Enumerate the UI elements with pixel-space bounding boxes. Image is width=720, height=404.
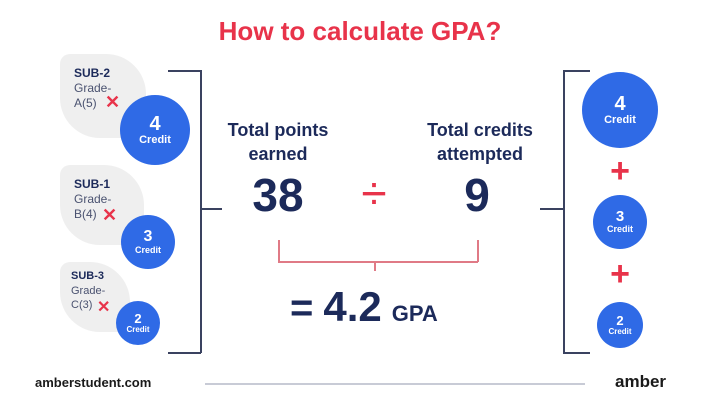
credit-value: 4 [614,92,626,115]
credit-circle: 2 Credit [597,302,643,348]
right-bracket [563,70,565,353]
multiply-icon: ✕ [102,205,118,225]
divide-icon: ÷ [361,167,387,219]
bracket-tick [540,208,564,210]
grade-value: A(5) [74,96,97,110]
subject-card-sub1: SUB-1 Grade- B(4) [60,165,144,245]
credit-label: Credit [139,133,171,146]
subject-name: SUB-2 [74,66,111,80]
credit-value: 2 [616,312,624,328]
label-line: Total credits [427,120,533,140]
bracket-tick [563,352,590,354]
label-line: earned [248,144,308,164]
total-credits-label: Total credits attempted [395,118,565,166]
credit-label: Credit [606,224,633,235]
plus-icon: + [610,152,630,190]
grade-value: C(3) [71,299,93,311]
credit-label: Credit [608,326,632,336]
subject-name: SUB-1 [74,177,111,191]
subject-card-sub2: SUB-2 Grade- A(5) [60,54,146,138]
credit-value: 3 [615,208,625,226]
gpa-value: 4.2 [323,283,382,330]
brand-logo: amber [615,372,667,391]
total-points-value: 38 [252,169,304,221]
grade-label: Grade- [74,192,112,206]
multiply-icon: ✕ [105,92,121,112]
credit-circle: 3 Credit [121,215,175,269]
gpa-result: = 4.2 GPA [290,283,438,331]
multiply-icon: ✕ [97,299,111,316]
total-points-label: Total points earned [198,118,358,166]
credit-label: Credit [126,324,150,334]
label-line: Total points [227,120,329,140]
result-bracket [374,261,376,271]
bracket-tick [168,352,201,354]
plus-icon: + [610,255,630,293]
credit-circle: 2 Credit [116,301,160,345]
credit-circle: 4 Credit [582,72,658,148]
result-bracket [278,240,280,262]
credit-label: Credit [134,244,161,255]
total-credits-value: 9 [464,169,490,221]
bracket-tick [200,208,222,210]
grade-label: Grade- [74,81,112,95]
footer-divider [205,383,585,385]
equals-sign: = [290,286,314,330]
credit-value: 4 [149,112,161,135]
grade-value: B(4) [74,207,97,221]
bracket-tick [563,70,590,72]
page-title: How to calculate GPA? [218,16,502,46]
credit-circle: 3 Credit [593,195,647,249]
credit-circle: 4 Credit [120,95,190,165]
bracket-tick [168,70,201,72]
credit-value: 3 [143,227,153,245]
label-line: attempted [436,144,523,164]
left-bracket [200,70,202,353]
credit-label: Credit [604,113,636,126]
credit-value: 2 [134,310,142,326]
result-bracket [278,261,478,263]
result-bracket [477,240,479,262]
gpa-unit: GPA [391,301,438,326]
subject-name: SUB-3 [71,270,105,282]
grade-label: Grade- [71,285,106,297]
website-link[interactable]: amberstudent.com [35,375,152,390]
